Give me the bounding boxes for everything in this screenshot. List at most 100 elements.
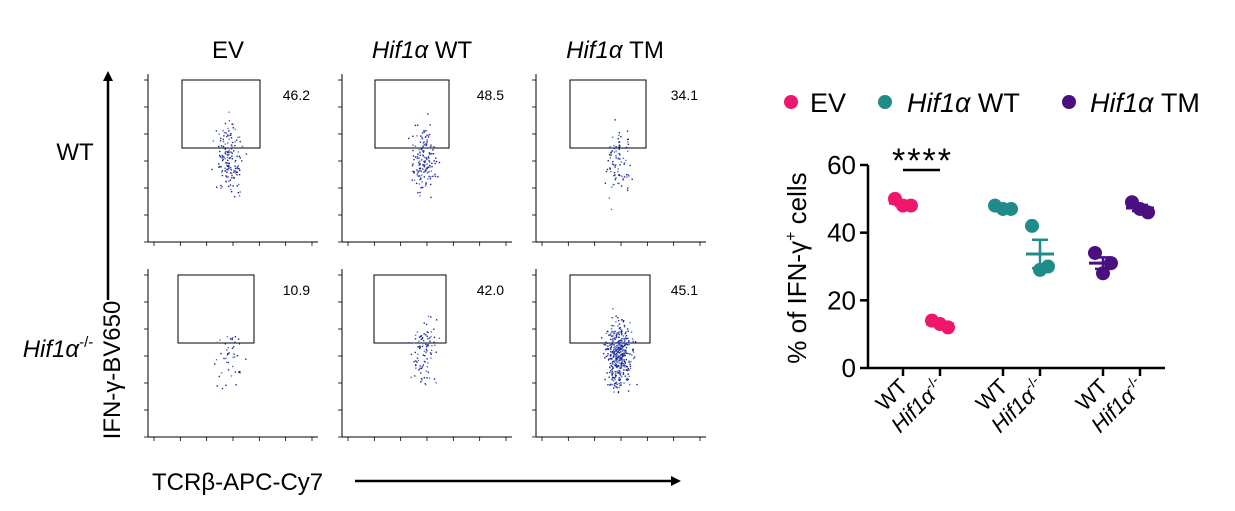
facs-event-dot	[615, 349, 617, 351]
facs-event-dot	[620, 355, 622, 358]
facs-event-dot	[609, 355, 612, 358]
facs-event-dot	[609, 168, 612, 170]
facs-event-dot	[415, 364, 417, 366]
facs-event-dot	[435, 351, 437, 353]
facs-event-dot	[612, 376, 615, 379]
facs-event-dot	[234, 161, 236, 163]
facs-event-dot	[238, 371, 240, 373]
facs-event-dot	[232, 123, 234, 126]
facs-event-dot	[434, 162, 436, 165]
facs-event-dot	[428, 337, 431, 339]
facs-event-dot	[228, 157, 231, 160]
facs-event-dot	[607, 353, 609, 355]
facs-event-dot	[618, 152, 620, 155]
facs-event-dot	[606, 168, 609, 171]
facs-event-dot	[224, 343, 227, 345]
facs-event-dot	[419, 335, 422, 338]
facs-event-dot	[606, 342, 609, 344]
facs-event-dot	[614, 330, 616, 333]
facs-event-dot	[616, 371, 618, 373]
facs-event-dot	[615, 348, 618, 351]
facs-event-dot	[615, 315, 617, 317]
facs-event-dot	[619, 370, 621, 372]
facs-event-dot	[420, 170, 422, 173]
col-header-hif1a-wt: Hif1α WT	[372, 37, 473, 64]
facs-event-dot	[611, 339, 614, 341]
facs-event-dot	[628, 343, 630, 346]
facs-event-dot	[218, 163, 220, 165]
facs-event-dot	[413, 342, 416, 344]
facs-event-dot	[218, 145, 220, 148]
facs-event-dot	[427, 371, 430, 374]
facs-event-dot	[614, 164, 617, 166]
facs-event-dot	[620, 136, 622, 138]
facs-event-dot	[620, 338, 623, 340]
legend: EV Hif1α WT Hif1α TM	[784, 88, 1200, 118]
facs-event-dot	[620, 384, 622, 386]
facs-event-dot	[215, 130, 218, 132]
facs-event-dot	[626, 130, 629, 132]
facs-event-dot	[239, 169, 241, 172]
facs-event-dot	[612, 387, 615, 389]
facs-event-dot	[410, 353, 413, 356]
facs-event-dot	[420, 148, 423, 150]
facs-event-dot	[416, 169, 418, 171]
facs-event-dot	[426, 331, 429, 333]
facs-event-dot	[623, 368, 625, 371]
facs-event-dot	[615, 177, 617, 179]
facs-event-dot	[227, 168, 230, 170]
facs-event-dot	[408, 137, 410, 140]
facs-event-dot	[616, 354, 618, 356]
facs-event-dot	[415, 367, 417, 369]
facs-event-dot	[427, 113, 429, 115]
facs-event-dot	[619, 344, 621, 347]
facs-event-dot	[227, 127, 229, 130]
facs-event-dot	[418, 336, 421, 338]
facs-event-dot	[610, 369, 612, 372]
facs-event-dot	[617, 316, 619, 319]
facs-event-dot	[627, 330, 629, 332]
facs-event-dot	[618, 333, 620, 336]
facs-event-dot	[229, 167, 232, 169]
facs-event-dot	[614, 364, 617, 367]
facs-event-dot	[230, 144, 233, 146]
facs-event-dot	[625, 369, 627, 371]
facs-event-dot	[613, 337, 616, 339]
facs-event-dot	[618, 382, 620, 385]
facs-event-dot	[228, 120, 231, 122]
facs-event-dot	[622, 321, 625, 323]
facs-event-dot	[612, 161, 614, 163]
facs-event-dot	[428, 377, 431, 379]
facs-event-dot	[426, 166, 429, 169]
facs-event-dot	[615, 342, 618, 344]
facs-event-dot	[608, 376, 610, 378]
facs-event-dot	[623, 163, 625, 165]
facs-event-dot	[424, 383, 426, 385]
facs-event-dot	[413, 171, 415, 173]
facs-event-dot	[435, 381, 437, 384]
facs-event-dot	[430, 331, 432, 333]
facs-event-dot	[612, 360, 615, 362]
facs-event-dot	[626, 379, 629, 381]
facs-event-dot	[422, 145, 424, 147]
facs-event-dot	[621, 361, 623, 364]
facs-event-dot	[606, 355, 609, 357]
facs-event-dot	[423, 166, 425, 168]
facs-event-dot	[610, 327, 613, 330]
facs-event-dot	[228, 130, 230, 132]
facs-event-dot	[617, 146, 620, 149]
facs-event-dot	[418, 369, 420, 371]
facs-event-dot	[615, 357, 618, 359]
facs-event-dot	[622, 177, 624, 180]
facs-event-dot	[227, 346, 230, 349]
facs-event-dot	[619, 158, 621, 160]
facs-event-dot	[236, 354, 239, 357]
facs-event-dot	[222, 140, 225, 143]
facs-event-dot	[631, 354, 633, 356]
facs-event-dot	[623, 382, 625, 384]
facs-event-dot	[231, 141, 234, 144]
facs-event-dot	[226, 134, 229, 136]
facs-event-dot	[623, 342, 625, 344]
facs-event-dot	[423, 131, 425, 133]
facs-event-dot	[238, 195, 241, 197]
